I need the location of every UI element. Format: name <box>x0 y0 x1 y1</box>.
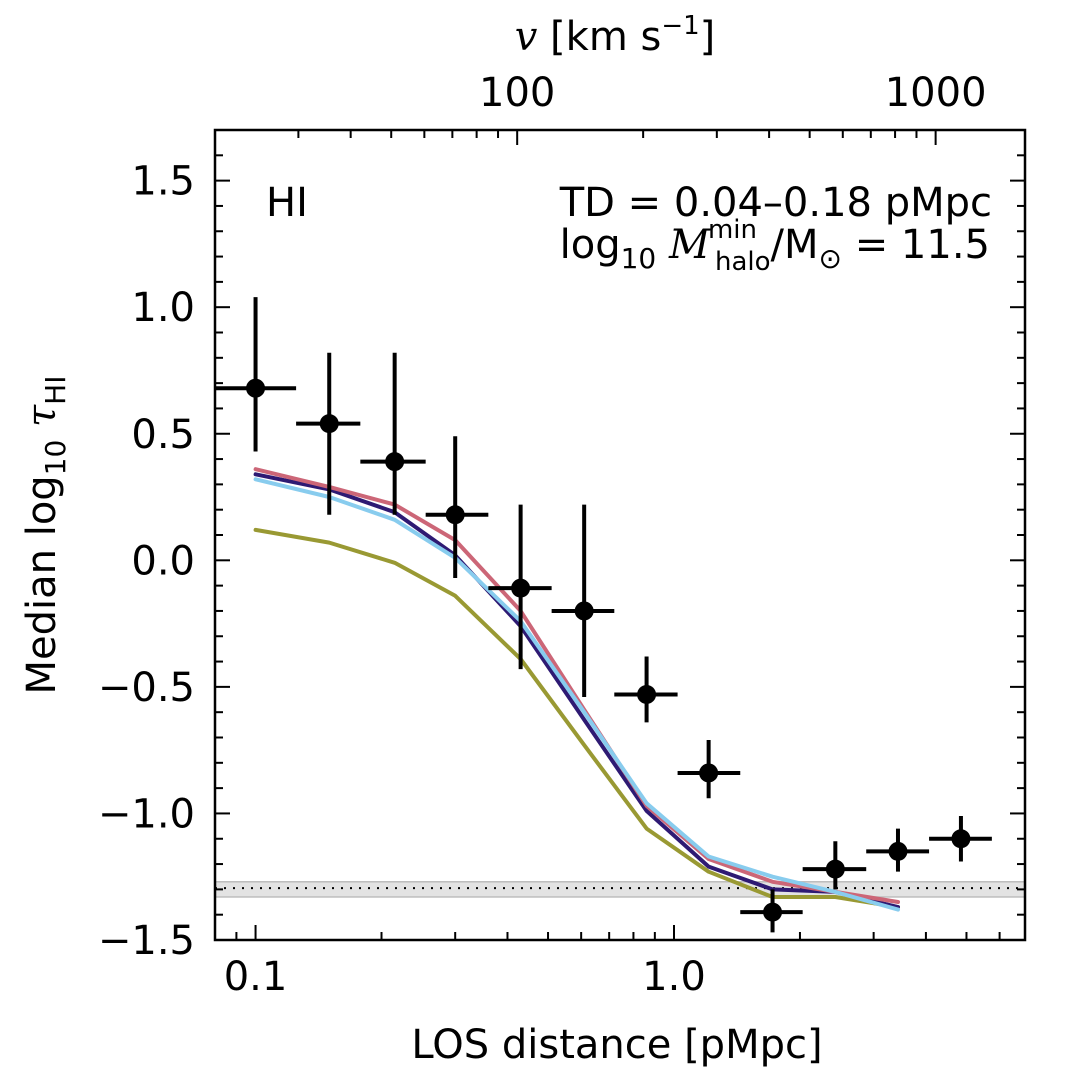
y-tick-label: 0.5 <box>131 412 195 458</box>
data-marker <box>385 452 405 472</box>
y-tick-label: −1.5 <box>98 918 195 964</box>
data-marker <box>637 684 657 704</box>
plot-clip-group <box>215 297 1025 933</box>
series-line-4 <box>253 477 900 912</box>
data-point-2 <box>296 352 361 515</box>
data-point-10 <box>802 841 867 890</box>
y-tick-label: −0.5 <box>98 665 195 711</box>
data-marker <box>319 414 339 434</box>
data-point-11 <box>866 828 930 872</box>
y-tick-label: 1.5 <box>131 159 195 205</box>
td-annotation: TD = 0.04–0.18 pMpc <box>559 180 992 226</box>
ion-label: HI <box>266 180 308 226</box>
data-point-5 <box>488 504 552 670</box>
data-marker <box>825 859 845 879</box>
top-axis-title: v [km s−1] <box>515 11 716 60</box>
data-marker <box>574 601 594 621</box>
data-marker <box>888 841 908 861</box>
y-tick-label: −1.0 <box>98 791 195 837</box>
data-marker <box>699 763 719 783</box>
mass-annotation: log10 Mmin halo/M⊙ = 11.5 <box>560 215 990 277</box>
top-tick-label: 1000 <box>885 70 987 116</box>
data-point-8 <box>677 740 741 799</box>
data-point-4 <box>425 436 489 579</box>
data-marker <box>763 902 783 922</box>
data-point-7 <box>614 656 678 723</box>
data-point-9 <box>740 889 803 933</box>
data-point-12 <box>929 815 992 862</box>
plot-area <box>215 297 1025 933</box>
axes: 1.5 1.0 0.5 0.0 −0.5 −1.0 −1.5 0.1 1.0 100 1000 <box>98 70 1027 1000</box>
y-axis-title: Median log10 τHI <box>19 376 72 695</box>
data-marker <box>511 578 531 598</box>
series-line-1 <box>253 527 900 910</box>
x-tick-label: 0.1 <box>224 954 288 1000</box>
data-marker <box>445 505 465 525</box>
x-axis-title: LOS distance [pMpc] <box>411 1022 822 1068</box>
data-marker <box>951 829 971 849</box>
top-tick-label: 100 <box>479 70 555 116</box>
y-tick-label: 1.0 <box>131 285 195 331</box>
y-tick-label: 0.0 <box>131 538 195 584</box>
x-tick-label: 1.0 <box>642 954 706 1000</box>
reference-band <box>215 881 1025 898</box>
data-marker <box>246 378 266 398</box>
data-point-1 <box>215 297 297 452</box>
series-line-2 <box>253 472 900 910</box>
data-point-3 <box>360 352 426 515</box>
data-point-6 <box>551 504 615 697</box>
